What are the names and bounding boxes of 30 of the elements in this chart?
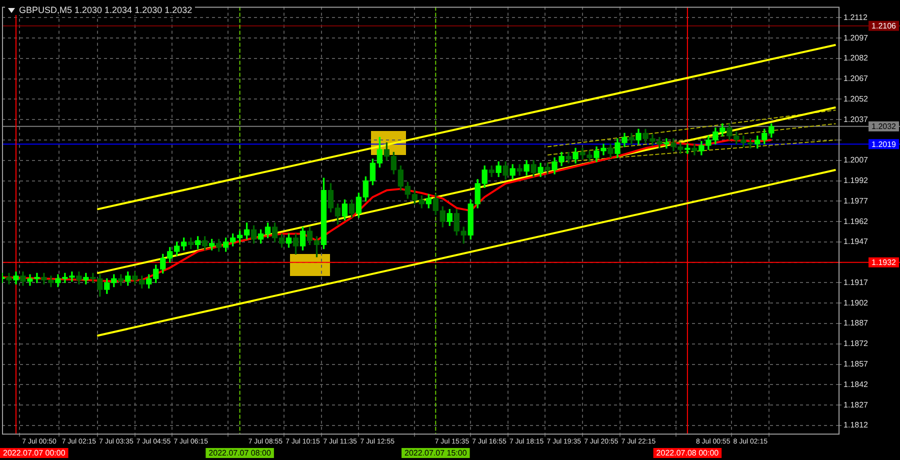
y-tick-label: 1.2112 <box>844 12 868 22</box>
ref-line-label: 2022.07.07 08:00 <box>208 448 272 458</box>
chart-title: GBPUSD,M5 1.2030 1.2034 1.2030 1.2032 <box>19 5 192 15</box>
y-tick-label: 1.2007 <box>844 156 869 165</box>
ref-line-label: 1.2106 <box>872 22 897 31</box>
y-tick-label: 1.1872 <box>844 339 869 348</box>
y-tick-label: 1.1842 <box>844 380 869 389</box>
candlestick <box>684 144 690 154</box>
ref-line-label: 2022.07.08 00:00 <box>656 448 720 458</box>
y-tick-label: 1.1827 <box>844 400 869 410</box>
y-tick-label: 1.2097 <box>844 33 869 42</box>
ref-line-label: 2022.07.07 15:00 <box>404 448 468 458</box>
y-tick-label: 1.1857 <box>844 359 869 368</box>
y-tick-label: 1.2037 <box>844 114 869 124</box>
y-tick-label: 1.1887 <box>844 318 869 328</box>
y-tick-label: 1.2052 <box>844 94 869 104</box>
ref-line-label: 1.1932 <box>872 258 897 268</box>
y-tick-label: 1.1917 <box>844 278 869 287</box>
y-tick-label: 1.2082 <box>844 54 869 63</box>
y-tick-label: 1.2067 <box>844 74 869 84</box>
ref-line-label: 1.2032 <box>872 122 897 132</box>
ref-line-label: 2022.07.07 00:00 <box>3 448 66 458</box>
ref-line-label: 1.2019 <box>872 140 897 149</box>
candlestick <box>664 138 670 148</box>
y-tick-label: 1.1947 <box>844 237 869 246</box>
y-tick-label: 1.1962 <box>844 216 869 226</box>
y-tick-label: 1.1977 <box>844 196 869 206</box>
y-tick-label: 1.1812 <box>844 420 869 430</box>
y-tick-label: 1.1992 <box>844 176 869 185</box>
y-tick-label: 1.1902 <box>844 298 869 308</box>
